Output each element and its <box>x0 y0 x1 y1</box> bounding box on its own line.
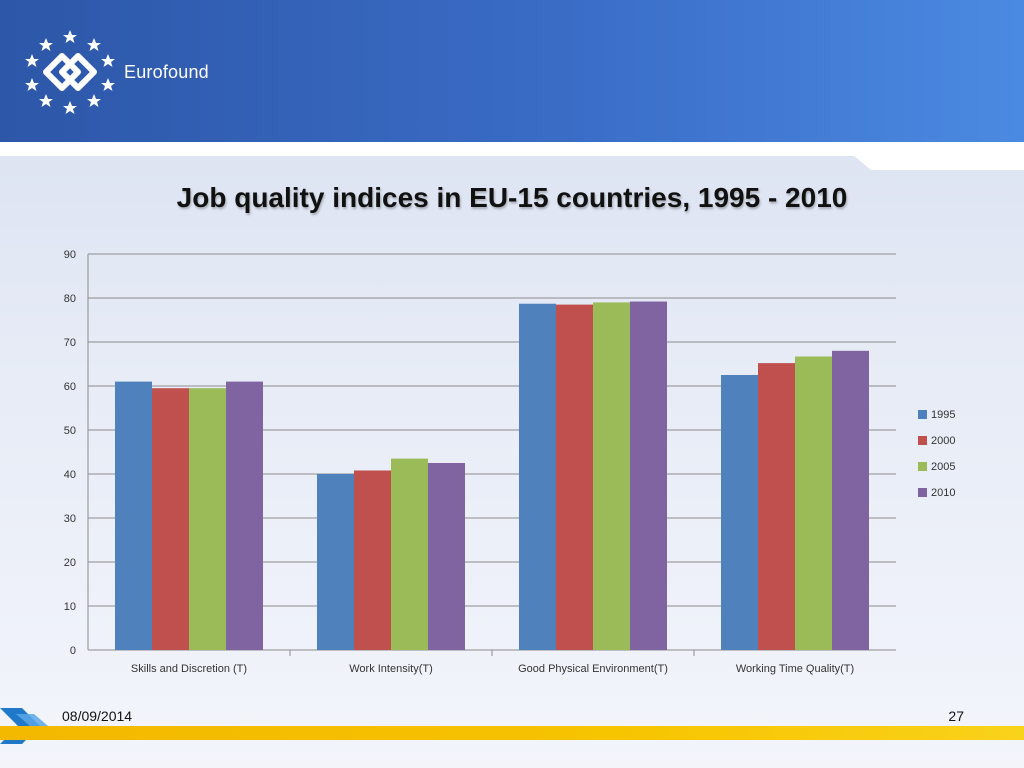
bar-2010 <box>226 381 263 650</box>
legend-label: 2000 <box>931 435 955 447</box>
y-tick-label: 30 <box>64 513 76 525</box>
footer-date: 08/09/2014 <box>62 708 133 724</box>
y-tick-label: 20 <box>64 557 76 569</box>
bars <box>115 301 869 650</box>
bar-2000 <box>556 304 593 650</box>
bar-1995 <box>115 381 152 650</box>
legend-label: 1995 <box>931 409 955 421</box>
y-tick-label: 90 <box>64 249 76 261</box>
bar-2010 <box>428 463 465 650</box>
y-tick-label: 60 <box>64 381 76 393</box>
y-tick-label: 10 <box>64 601 76 613</box>
x-category-label: Good Physical Environment(T) <box>518 663 668 675</box>
bar-1995 <box>721 375 758 650</box>
eu-stars-icon <box>25 30 115 114</box>
eurofound-logo-icon <box>25 30 115 114</box>
bar-2010 <box>832 350 869 650</box>
y-tick-label: 0 <box>70 645 76 657</box>
bar-2005 <box>593 302 630 650</box>
bar-2005 <box>391 458 428 650</box>
bar-2000 <box>354 470 391 650</box>
bar-2000 <box>758 363 795 650</box>
x-category-label: Work Intensity(T) <box>349 663 433 675</box>
bar-2010 <box>630 301 667 650</box>
legend-swatch <box>918 436 927 445</box>
y-tick-label: 70 <box>64 337 76 349</box>
legend-swatch <box>918 410 927 419</box>
bar-1995 <box>519 303 556 650</box>
bar-2000 <box>152 388 189 650</box>
bar-chart: 0 10 20 30 40 50 60 70 80 90 Skills and Discretion… <box>64 249 956 675</box>
page-number: 27 <box>948 708 964 724</box>
brand-name: Eurofound <box>124 62 209 82</box>
y-tick-label: 40 <box>64 469 76 481</box>
x-category-label: Working Time Quality(T) <box>736 663 854 675</box>
y-tick-label: 80 <box>64 293 76 305</box>
legend: 1995 2000 2005 2010 <box>918 409 955 499</box>
bar-2005 <box>795 356 832 650</box>
header-tab <box>854 156 1024 170</box>
chain-link-icon <box>43 53 97 91</box>
x-category-label: Skills and Discretion (T) <box>131 663 247 675</box>
legend-swatch <box>918 488 927 497</box>
legend-swatch <box>918 462 927 471</box>
axis-labels: 0 10 20 30 40 50 60 70 80 90 Skills and Discretion… <box>64 249 854 675</box>
header-stripe <box>0 142 1024 156</box>
bar-1995 <box>317 474 354 650</box>
legend-label: 2010 <box>931 487 955 499</box>
footer-accent-bar <box>0 726 1024 740</box>
legend-label: 2005 <box>931 461 955 473</box>
y-tick-label: 50 <box>64 425 76 437</box>
bar-2005 <box>189 388 226 650</box>
slide-title: Job quality indices in EU-15 countries, … <box>176 182 848 213</box>
header-banner <box>0 0 1024 142</box>
